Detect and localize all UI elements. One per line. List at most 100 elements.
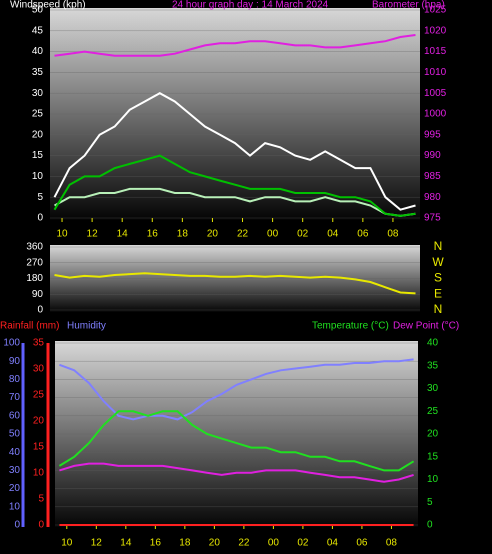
y2-tick-label: 1015 bbox=[424, 46, 447, 57]
y-tick-label: 100 bbox=[3, 338, 20, 349]
y-tick-label: 50 bbox=[32, 5, 44, 16]
y-tick-label: 35 bbox=[32, 67, 44, 78]
y-tick-label: 10 bbox=[32, 171, 44, 182]
y2-tick-label: 30 bbox=[427, 383, 439, 394]
x-tick-label: 04 bbox=[327, 538, 339, 549]
x-tick-label: 12 bbox=[87, 229, 99, 240]
x-tick-label: 00 bbox=[268, 538, 280, 549]
y3-tick-label: 5 bbox=[38, 494, 44, 505]
y-axis-label: Windspeed (kph) bbox=[10, 0, 86, 11]
y-tick-label: 45 bbox=[32, 25, 44, 36]
series-line bbox=[54, 34, 416, 57]
y-tick-label: 20 bbox=[32, 129, 44, 140]
y2-tick-label: 1005 bbox=[424, 88, 447, 99]
y-tick-label: 70 bbox=[9, 392, 21, 403]
x-tick-label: 22 bbox=[238, 538, 250, 549]
x-tick-label: 16 bbox=[150, 538, 162, 549]
y2-tick-label: 1000 bbox=[424, 109, 447, 120]
y2-tick-label: E bbox=[434, 286, 442, 300]
x-tick-label: 02 bbox=[297, 538, 309, 549]
y-tick-label: 90 bbox=[32, 289, 44, 300]
y2-tick-label: N bbox=[434, 239, 443, 253]
series-line bbox=[54, 272, 416, 295]
y-tick-label: 5 bbox=[37, 192, 43, 203]
y-tick-label: 30 bbox=[9, 465, 21, 476]
y3-tick-label: 30 bbox=[33, 364, 45, 375]
y-tick-label: 80 bbox=[9, 374, 21, 385]
x-tick-label: 08 bbox=[386, 538, 398, 549]
series-line bbox=[53, 154, 416, 217]
x-tick-label: 08 bbox=[387, 229, 399, 240]
x-tick-label: 22 bbox=[237, 229, 249, 240]
series-line bbox=[59, 358, 414, 421]
y2-tick-label: 5 bbox=[427, 497, 433, 508]
y2-tick-label: 975 bbox=[424, 213, 441, 224]
x-tick-label: 02 bbox=[297, 229, 309, 240]
chart-title: 24 hour graph day : 14 March 2024 bbox=[172, 0, 329, 11]
x-tick-label: 04 bbox=[327, 229, 339, 240]
y2-tick-label: W bbox=[432, 255, 444, 269]
y2-tick-label: 0 bbox=[427, 520, 433, 531]
x-tick-label: 10 bbox=[56, 229, 68, 240]
series-line bbox=[54, 187, 416, 217]
series-line bbox=[53, 92, 416, 211]
legend-entry: Dew Point (°C) bbox=[393, 321, 459, 332]
y-tick-label: 20 bbox=[9, 483, 21, 494]
y-tick-label: 180 bbox=[26, 273, 43, 284]
y-tick-label: 30 bbox=[32, 88, 44, 99]
x-tick-label: 06 bbox=[356, 538, 368, 549]
y-tick-label: 60 bbox=[9, 410, 21, 421]
y-tick-label: 90 bbox=[9, 356, 21, 367]
x-tick-label: 12 bbox=[91, 538, 103, 549]
y2-tick-label: 25 bbox=[427, 406, 439, 417]
y3-tick-label: 20 bbox=[33, 416, 45, 427]
y2-tick-label: 1020 bbox=[424, 25, 447, 36]
legend-entry: Humidity bbox=[67, 321, 106, 332]
y2-axis-label: Barometer (hpa) bbox=[372, 0, 445, 11]
y3-tick-label: 15 bbox=[33, 442, 45, 453]
y3-tick-label: 25 bbox=[33, 390, 45, 401]
y-tick-label: 15 bbox=[32, 150, 44, 161]
x-tick-label: 20 bbox=[209, 538, 221, 549]
y-tick-label: 0 bbox=[37, 213, 43, 224]
series-line bbox=[59, 462, 414, 483]
y2-tick-label: 40 bbox=[427, 338, 439, 349]
y2-tick-label: 20 bbox=[427, 429, 439, 440]
x-tick-label: 14 bbox=[120, 538, 132, 549]
x-tick-label: 18 bbox=[177, 229, 189, 240]
y2-tick-label: 990 bbox=[424, 150, 441, 161]
y-tick-label: 360 bbox=[26, 242, 43, 253]
legend-entry: Rainfall (mm) bbox=[0, 321, 59, 332]
y2-tick-label: 985 bbox=[424, 171, 441, 182]
y-tick-label: 10 bbox=[9, 501, 21, 512]
x-tick-label: 06 bbox=[357, 229, 369, 240]
x-tick-label: 14 bbox=[117, 229, 129, 240]
y2-tick-label: 980 bbox=[424, 192, 441, 203]
y3-tick-label: 0 bbox=[38, 520, 44, 531]
y-tick-label: 50 bbox=[9, 429, 21, 440]
x-tick-label: 16 bbox=[147, 229, 159, 240]
y2-tick-label: 995 bbox=[424, 129, 441, 140]
y-tick-label: 40 bbox=[32, 46, 44, 57]
y-tick-label: 270 bbox=[26, 257, 43, 268]
y2-tick-label: 1010 bbox=[424, 67, 447, 78]
x-tick-label: 20 bbox=[207, 229, 219, 240]
legend-entry: Temperature (°C) bbox=[312, 321, 389, 332]
y2-tick-label: 1025 bbox=[424, 5, 447, 16]
y2-tick-label: 15 bbox=[427, 451, 439, 462]
y2-tick-label: S bbox=[434, 271, 442, 285]
x-tick-label: 18 bbox=[179, 538, 191, 549]
y-tick-label: 25 bbox=[32, 109, 44, 120]
y-tick-label: 0 bbox=[14, 520, 20, 531]
y3-tick-label: 10 bbox=[33, 468, 45, 479]
y3-tick-label: 35 bbox=[33, 338, 45, 349]
y-tick-label: 0 bbox=[37, 305, 43, 316]
y-tick-label: 40 bbox=[9, 447, 21, 458]
series-line bbox=[58, 410, 415, 472]
y2-tick-label: 35 bbox=[427, 360, 439, 371]
x-tick-label: 00 bbox=[267, 229, 279, 240]
x-tick-label: 10 bbox=[61, 538, 73, 549]
y2-tick-label: 10 bbox=[427, 474, 439, 485]
